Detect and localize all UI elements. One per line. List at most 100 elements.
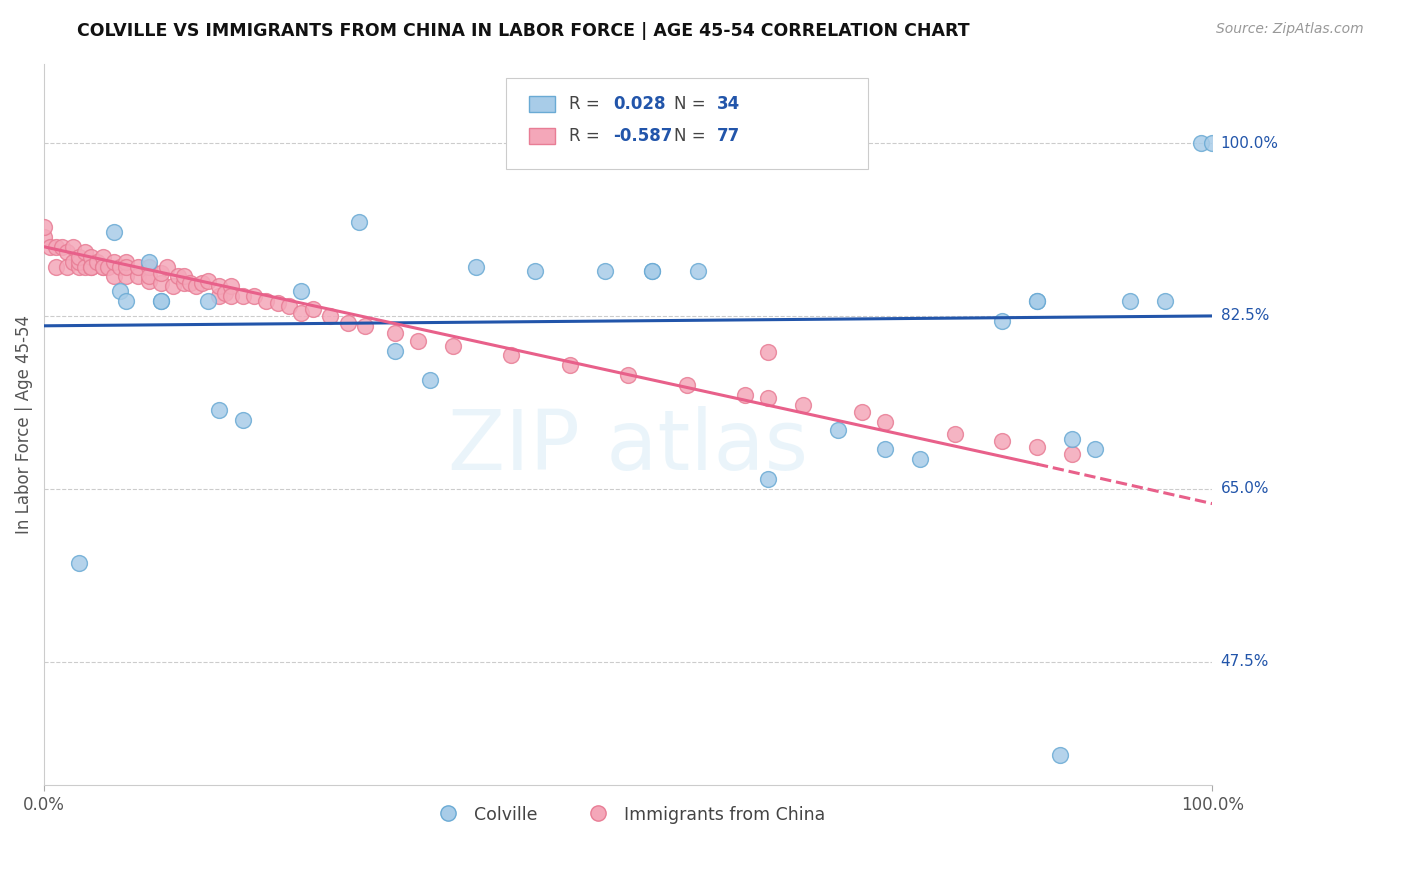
Point — [214, 286, 236, 301]
Point — [115, 294, 138, 309]
Point — [1119, 294, 1142, 309]
Point — [91, 260, 114, 274]
Text: -0.587: -0.587 — [613, 128, 672, 145]
Point — [67, 250, 90, 264]
Point — [991, 314, 1014, 328]
Point — [441, 338, 464, 352]
Point — [243, 289, 266, 303]
Legend: Colville, Immigrants from China: Colville, Immigrants from China — [423, 798, 832, 830]
Text: 34: 34 — [717, 95, 740, 112]
Point — [167, 269, 190, 284]
Point — [80, 260, 103, 274]
Point — [127, 269, 149, 284]
Point — [558, 359, 581, 373]
Point — [354, 318, 377, 333]
Point — [184, 279, 207, 293]
Point — [501, 348, 523, 362]
Point — [80, 250, 103, 264]
Point — [1026, 294, 1049, 309]
Point — [149, 277, 172, 291]
Point — [127, 260, 149, 274]
FancyBboxPatch shape — [506, 78, 868, 169]
Point — [208, 402, 231, 417]
Point — [1084, 442, 1107, 457]
Point — [103, 254, 125, 268]
Point — [173, 277, 195, 291]
Point — [67, 254, 90, 268]
Point — [91, 250, 114, 264]
Text: COLVILLE VS IMMIGRANTS FROM CHINA IN LABOR FORCE | AGE 45-54 CORRELATION CHART: COLVILLE VS IMMIGRANTS FROM CHINA IN LAB… — [77, 22, 970, 40]
Point — [419, 373, 441, 387]
Point — [640, 264, 662, 278]
Point — [173, 269, 195, 284]
Point — [319, 309, 342, 323]
Point — [290, 285, 312, 299]
Point — [115, 260, 138, 274]
Point — [617, 368, 640, 383]
Text: 77: 77 — [717, 128, 740, 145]
Point — [675, 378, 697, 392]
Point — [86, 254, 108, 268]
FancyBboxPatch shape — [529, 95, 554, 112]
Point — [406, 334, 429, 348]
Point — [301, 301, 323, 316]
Point — [138, 254, 160, 268]
Point — [465, 260, 488, 274]
Point — [156, 260, 179, 274]
Point — [62, 254, 84, 268]
Point — [32, 230, 55, 244]
Point — [51, 240, 73, 254]
Point — [197, 294, 219, 309]
Point — [1154, 294, 1177, 309]
Point — [138, 269, 160, 284]
Point — [1060, 447, 1083, 461]
Point — [219, 279, 242, 293]
Point — [149, 294, 172, 309]
Point — [108, 260, 131, 274]
Point — [208, 279, 231, 293]
Point — [1026, 294, 1049, 309]
Point — [56, 244, 79, 259]
Point — [875, 415, 897, 429]
Point — [91, 260, 114, 274]
Text: N =: N = — [673, 128, 710, 145]
Y-axis label: In Labor Force | Age 45-54: In Labor Force | Age 45-54 — [15, 315, 32, 534]
Point — [792, 398, 814, 412]
Text: N =: N = — [673, 95, 710, 112]
Point — [56, 260, 79, 274]
Point — [115, 254, 138, 268]
Point — [32, 220, 55, 235]
Point — [73, 244, 96, 259]
Point — [103, 269, 125, 284]
Point — [943, 427, 966, 442]
Text: 47.5%: 47.5% — [1220, 654, 1268, 669]
Point — [254, 294, 277, 309]
Point — [103, 225, 125, 239]
Point — [688, 264, 710, 278]
Point — [336, 316, 359, 330]
Text: 100.0%: 100.0% — [1220, 136, 1278, 151]
Point — [290, 306, 312, 320]
Point — [108, 285, 131, 299]
Point — [756, 391, 779, 405]
Point — [80, 260, 103, 274]
Point — [45, 260, 67, 274]
Text: R =: R = — [568, 95, 605, 112]
FancyBboxPatch shape — [529, 128, 554, 145]
Text: 65.0%: 65.0% — [1220, 482, 1270, 496]
Point — [149, 294, 172, 309]
Point — [1049, 748, 1071, 763]
Point — [827, 423, 849, 437]
Point — [1201, 136, 1223, 150]
Point — [162, 279, 184, 293]
Point — [851, 405, 873, 419]
Point — [1026, 440, 1049, 454]
Point — [232, 289, 254, 303]
Point — [384, 326, 406, 340]
Point — [1189, 136, 1212, 150]
Point — [267, 296, 290, 310]
Point — [908, 452, 931, 467]
Point — [384, 343, 406, 358]
Point — [640, 264, 662, 278]
Point — [278, 299, 301, 313]
